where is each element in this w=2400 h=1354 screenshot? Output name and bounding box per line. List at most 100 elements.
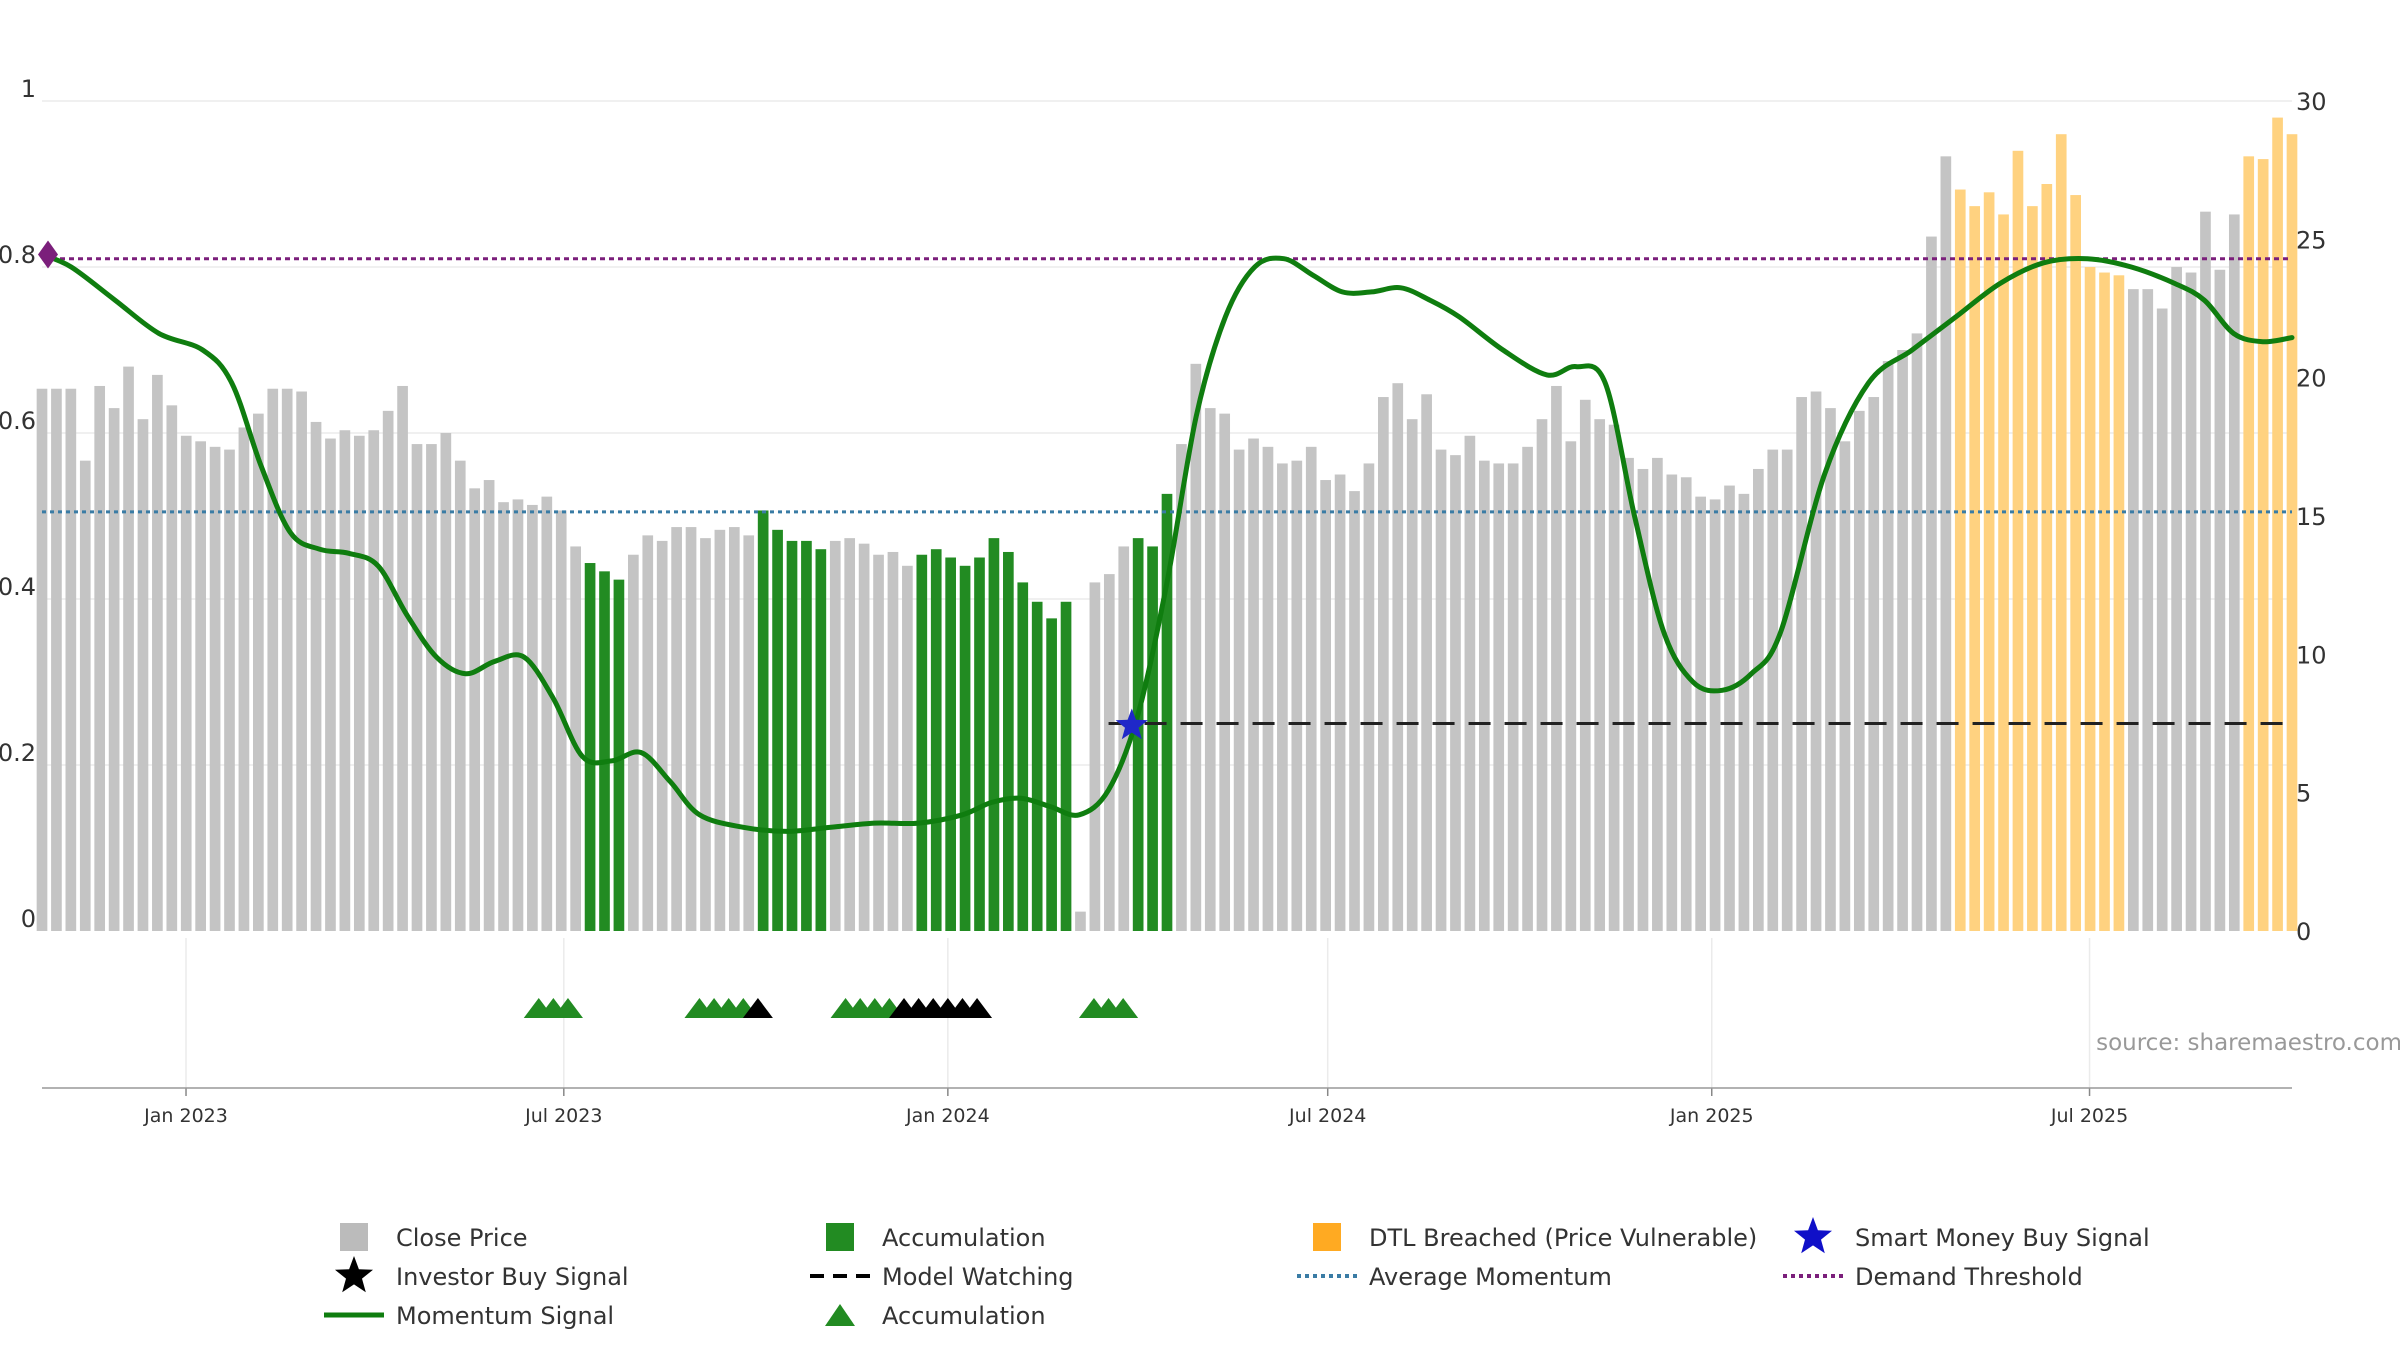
close-price-bar	[873, 554, 884, 931]
close-price-bar	[339, 430, 351, 931]
close-price-bar	[1464, 435, 1476, 931]
close-price-bar	[281, 388, 293, 931]
legend-star-icon	[1794, 1217, 1832, 1254]
close-price-bar	[2171, 267, 2182, 931]
close-price-bar	[238, 427, 250, 931]
investor-buy-triangle	[962, 998, 993, 1018]
close-price-bar	[555, 510, 567, 931]
close-price-bar	[94, 385, 106, 931]
close-price-bar	[1291, 460, 1303, 931]
x-tick-label: Jan 2023	[143, 1105, 228, 1127]
close-price-bar	[1320, 480, 1331, 931]
close-price-bar	[1637, 468, 1649, 931]
close-price-bar	[858, 543, 870, 931]
x-tick-label: Jul 2025	[2050, 1105, 2128, 1127]
legend-item: Demand Threshold	[1783, 1263, 2083, 1291]
close-price-bar	[2156, 308, 2168, 931]
close-price-bar	[1421, 394, 1432, 931]
accumulation-bar	[815, 549, 827, 931]
close-price-bar	[137, 419, 149, 931]
left-tick-label: 0.2	[0, 739, 36, 767]
close-price-bar	[902, 565, 913, 931]
close-price-bar	[411, 444, 423, 931]
close-price-bar	[325, 438, 336, 931]
accumulation-bar	[1147, 546, 1158, 931]
demand-threshold-marker	[38, 240, 58, 269]
close-price-bar	[1695, 496, 1706, 931]
dtl-breached-bar	[1983, 192, 1995, 932]
close-price-bar	[1781, 449, 1793, 931]
accumulation-bar	[1003, 551, 1014, 931]
close-price-bar	[1868, 397, 1880, 931]
close-price-bar	[1579, 399, 1591, 931]
close-price-bar	[1334, 474, 1346, 931]
close-price-bar	[1378, 397, 1389, 931]
close-price-bar	[1565, 441, 1577, 931]
x-tick-label: Jan 2024	[905, 1105, 990, 1127]
close-price-bar	[1349, 491, 1360, 931]
close-price-bar	[1204, 408, 1216, 932]
accumulation-bar	[584, 563, 596, 931]
legend-label: DTL Breached (Price Vulnerable)	[1369, 1224, 1757, 1252]
dtl-breached-bar	[2084, 267, 2096, 931]
legend-label: Accumulation	[882, 1302, 1046, 1330]
accumulation-bar	[974, 557, 985, 931]
close-price-bar	[1219, 413, 1231, 932]
close-price-bar	[1507, 463, 1519, 931]
bars-layer	[36, 117, 2298, 932]
close-price-bar	[440, 433, 452, 931]
legend-item: Accumulation	[826, 1223, 1046, 1252]
close-price-bar	[1839, 441, 1851, 931]
close-price-bar	[469, 488, 481, 931]
dtl-breached-bar	[1998, 214, 2009, 931]
close-price-bar	[195, 441, 206, 931]
legend-label: Momentum Signal	[396, 1302, 614, 1330]
close-price-bar	[51, 388, 62, 931]
source-label: source: sharemaestro.com	[2096, 1030, 2400, 1056]
close-price-bar	[426, 444, 437, 931]
close-price-bar	[1435, 449, 1447, 931]
close-price-bar	[1450, 455, 1461, 931]
dtl-breached-bar	[2070, 195, 2081, 932]
close-price-bar	[166, 405, 178, 931]
legend: Close Price Accumulation DTL Breached (Pri…	[324, 1217, 2150, 1330]
investor-buy-triangle	[742, 998, 773, 1018]
dtl-breached-bar	[2012, 150, 2024, 932]
accumulation-bar	[613, 579, 625, 931]
close-price-bar	[1926, 236, 1937, 932]
right-tick-label: 30	[2296, 88, 2327, 116]
left-tick-label: 0.6	[0, 407, 36, 435]
smart-money-buy-star	[1115, 708, 1148, 740]
legend-item: Close Price	[340, 1223, 528, 1252]
close-price-bar	[79, 460, 91, 931]
close-price-bar	[1363, 463, 1375, 931]
close-price-bar	[700, 538, 711, 931]
dtl-breached-bar	[2286, 134, 2298, 931]
close-price-bar	[1190, 363, 1202, 931]
close-price-bar	[382, 410, 394, 931]
accumulation-bar	[1046, 618, 1057, 931]
lines-layer	[39, 252, 2295, 834]
close-price-bar	[152, 374, 163, 931]
close-price-bar	[1536, 419, 1548, 931]
close-price-bar	[180, 435, 192, 931]
legend-swatch	[340, 1223, 368, 1251]
close-price-bar	[570, 546, 581, 931]
accumulation-bar	[916, 554, 928, 931]
accumulation-bar	[945, 557, 956, 931]
dtl-breached-bar	[2243, 156, 2255, 932]
close-price-bar	[1767, 449, 1779, 931]
dtl-breached-bar	[2099, 272, 2110, 931]
accumulation-bar	[1017, 582, 1029, 931]
close-price-bar	[1911, 333, 1923, 931]
legend-item: Investor Buy Signal	[335, 1256, 629, 1293]
close-price-bar	[296, 391, 307, 931]
close-price-bar	[209, 446, 221, 931]
close-price-bar	[1724, 485, 1735, 931]
close-price-bar	[1522, 446, 1533, 931]
dtl-breached-bar	[2113, 275, 2125, 931]
legend-item: Momentum Signal	[324, 1302, 614, 1330]
close-price-bar	[1118, 546, 1130, 931]
close-price-bar	[728, 527, 740, 931]
close-price-bar	[2142, 289, 2154, 932]
